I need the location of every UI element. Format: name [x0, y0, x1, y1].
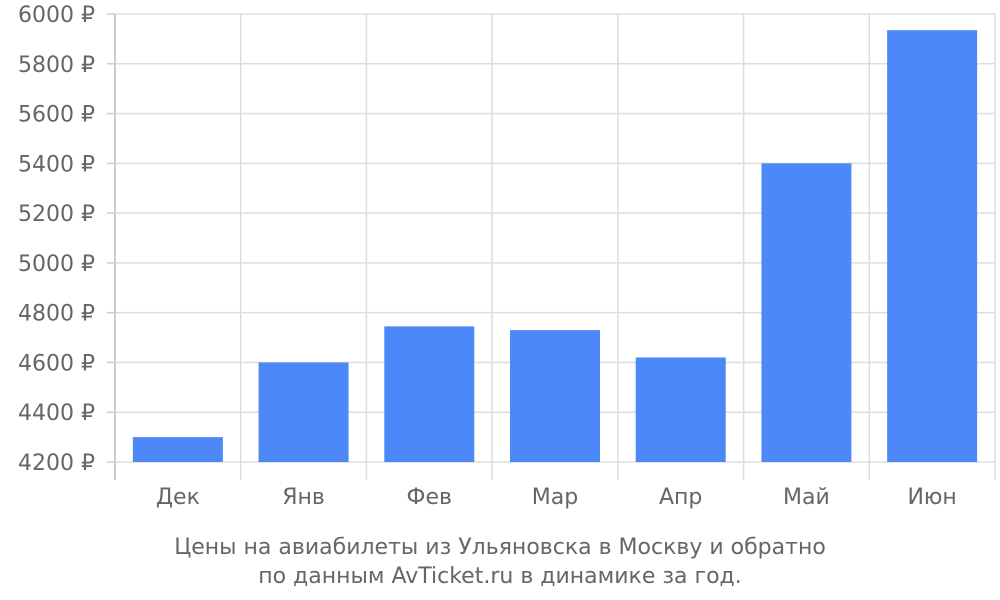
bar-5	[635, 357, 726, 462]
bar-2	[258, 362, 349, 462]
bars	[132, 30, 978, 463]
y-tick-label: 5600 ₽	[18, 103, 95, 128]
bar-7	[887, 30, 978, 463]
x-tick-label: Дек	[156, 485, 200, 510]
y-tick-label: 5200 ₽	[18, 202, 95, 227]
y-tick-label: 4400 ₽	[18, 401, 95, 426]
bar-6	[761, 163, 852, 463]
x-tick-label: Янв	[282, 485, 325, 510]
x-tick-labels: Дек Янв Фев Мар Апр Май Июн	[156, 485, 957, 510]
y-tick-labels: 4200 ₽ 4400 ₽ 4600 ₽ 4800 ₽ 5000 ₽ 5200 ₽ 5400…	[18, 3, 95, 476]
chart-caption-line-1: Цены на авиабилеты из Ульяновска в Москв…	[174, 535, 826, 560]
bar-1	[132, 437, 223, 462]
x-tick-label: Июн	[907, 485, 956, 510]
y-tick-label: 5400 ₽	[18, 152, 95, 177]
bar-3	[384, 326, 475, 462]
x-tick-label: Мар	[532, 485, 578, 510]
y-tick-label: 4600 ₽	[18, 351, 95, 376]
y-tick-label: 4800 ₽	[18, 302, 95, 327]
y-tick-label: 6000 ₽	[18, 3, 95, 28]
axes	[107, 13, 116, 480]
y-tick-label: 5800 ₽	[18, 53, 95, 78]
x-tick-label: Апр	[659, 485, 702, 510]
x-tick-label: Фев	[407, 485, 452, 510]
x-tick-label: Май	[783, 485, 830, 510]
chart-caption-line-2: по данным AvTicket.ru в динамике за год.	[258, 564, 742, 589]
y-tick-label: 4200 ₽	[18, 451, 95, 476]
grid-lines	[115, 13, 996, 480]
bar-4	[510, 330, 600, 462]
y-tick-label: 5000 ₽	[18, 252, 95, 277]
